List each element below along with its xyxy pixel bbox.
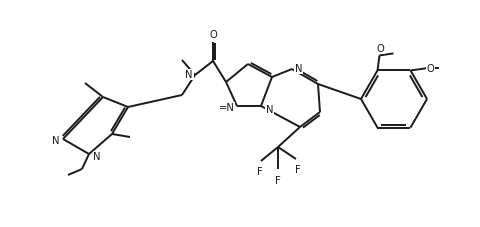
Text: N: N bbox=[294, 64, 302, 74]
Text: O: O bbox=[426, 64, 433, 74]
Text: O: O bbox=[209, 30, 216, 40]
Text: =N: =N bbox=[219, 103, 235, 113]
Text: F: F bbox=[275, 175, 280, 185]
Text: N: N bbox=[185, 70, 192, 80]
Text: F: F bbox=[257, 166, 263, 176]
Text: F: F bbox=[295, 164, 300, 174]
Text: O: O bbox=[376, 44, 384, 54]
Text: N: N bbox=[51, 135, 59, 145]
Text: N: N bbox=[93, 151, 100, 161]
Text: N: N bbox=[265, 105, 273, 114]
